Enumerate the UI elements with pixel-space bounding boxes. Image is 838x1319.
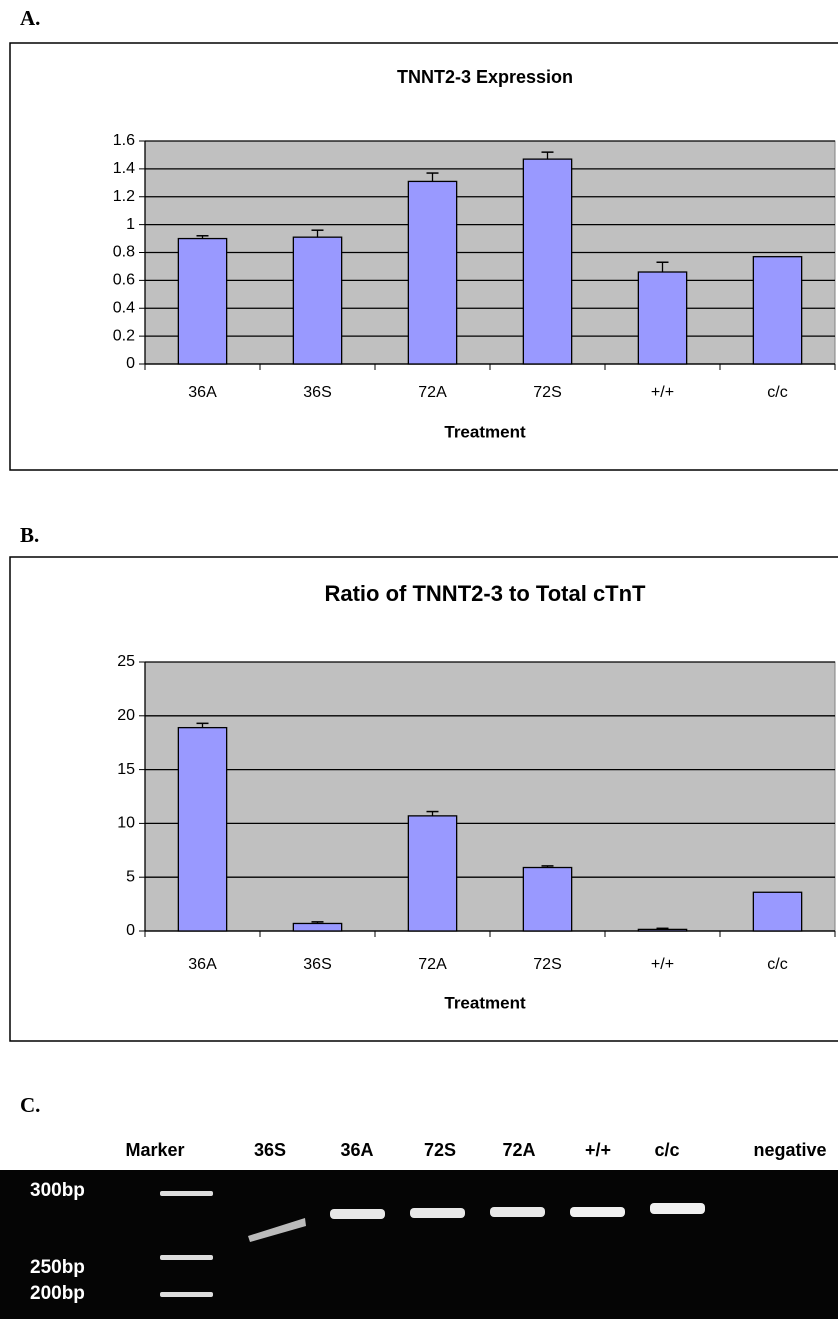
x-tick-label: 36S bbox=[303, 956, 331, 973]
x-tick-label: c/c bbox=[767, 384, 787, 401]
x-tick-label: c/c bbox=[767, 956, 787, 973]
x-tick-label: 72A bbox=[418, 384, 447, 401]
lane-label: c/c bbox=[654, 1140, 679, 1160]
plot-area bbox=[144, 661, 836, 932]
chart-title: TNNT2-3 Expression bbox=[397, 67, 573, 87]
x-axis-label: Treatment bbox=[444, 993, 526, 1012]
y-tick-label: 15 bbox=[117, 761, 135, 778]
sample-band bbox=[410, 1208, 465, 1218]
lane-label: negative bbox=[753, 1140, 826, 1160]
bar bbox=[522, 158, 573, 365]
y-tick-label: 1 bbox=[126, 216, 135, 233]
lane-label: 36S bbox=[254, 1140, 286, 1160]
y-tick-label: 0.2 bbox=[113, 327, 135, 344]
y-tick-label: 1.4 bbox=[113, 160, 135, 177]
x-tick-label: +/+ bbox=[651, 956, 674, 973]
bar bbox=[522, 866, 573, 932]
bar bbox=[407, 815, 458, 932]
x-tick-label: +/+ bbox=[651, 384, 674, 401]
lane-label: +/+ bbox=[585, 1140, 611, 1160]
bar bbox=[292, 236, 343, 365]
y-tick-label: 0.4 bbox=[113, 299, 135, 316]
sample-band bbox=[650, 1203, 705, 1214]
bar bbox=[177, 237, 228, 365]
marker-band bbox=[160, 1292, 213, 1297]
sample-band bbox=[330, 1209, 385, 1219]
x-tick-label: 36A bbox=[188, 956, 217, 973]
bar bbox=[752, 891, 803, 932]
x-tick-label: 36A bbox=[188, 384, 217, 401]
bar bbox=[407, 180, 458, 365]
size-label: 250bp bbox=[30, 1257, 85, 1278]
sample-band bbox=[248, 1218, 306, 1242]
chart-title: Ratio of TNNT2-3 to Total cTnT bbox=[324, 581, 646, 606]
gel: 300bp 250bp 200bp bbox=[0, 1170, 838, 1319]
y-tick-label: 0.6 bbox=[113, 272, 135, 289]
x-tick-label: 72S bbox=[533, 384, 561, 401]
panel-frame bbox=[9, 42, 838, 471]
x-tick-label: 36S bbox=[303, 384, 331, 401]
bar bbox=[637, 928, 688, 932]
gel-background bbox=[0, 1170, 838, 1319]
bar bbox=[752, 256, 803, 365]
panel-label: B. bbox=[20, 523, 39, 547]
bar bbox=[292, 922, 343, 932]
y-tick-label: 25 bbox=[117, 653, 135, 670]
y-tick-label: 5 bbox=[126, 868, 135, 885]
y-tick-label: 0 bbox=[126, 922, 135, 939]
marker-band bbox=[160, 1191, 213, 1196]
y-tick-label: 1.6 bbox=[113, 132, 135, 149]
panel-label: C. bbox=[20, 1093, 40, 1117]
lane-label: 72A bbox=[502, 1140, 535, 1160]
y-tick-label: 20 bbox=[117, 707, 135, 724]
marker-band bbox=[160, 1255, 213, 1260]
panel-label: A. bbox=[20, 6, 40, 30]
y-tick-label: 0.8 bbox=[113, 244, 135, 261]
x-tick-label: 72S bbox=[533, 956, 561, 973]
bar bbox=[177, 726, 228, 932]
panel-frame bbox=[9, 556, 838, 1042]
sample-band bbox=[490, 1207, 545, 1217]
y-tick-label: 10 bbox=[117, 815, 135, 832]
bar bbox=[637, 271, 688, 365]
y-tick-label: 1.2 bbox=[113, 188, 135, 205]
lane-label: 72S bbox=[424, 1140, 456, 1160]
y-tick-label: 0 bbox=[126, 355, 135, 372]
lane-label: 36A bbox=[340, 1140, 373, 1160]
x-axis-label: Treatment bbox=[444, 422, 526, 441]
size-label: 200bp bbox=[30, 1283, 85, 1304]
size-label: 300bp bbox=[30, 1180, 85, 1201]
x-tick-label: 72A bbox=[418, 956, 447, 973]
lane-label: Marker bbox=[125, 1140, 184, 1160]
sample-band bbox=[570, 1207, 625, 1217]
